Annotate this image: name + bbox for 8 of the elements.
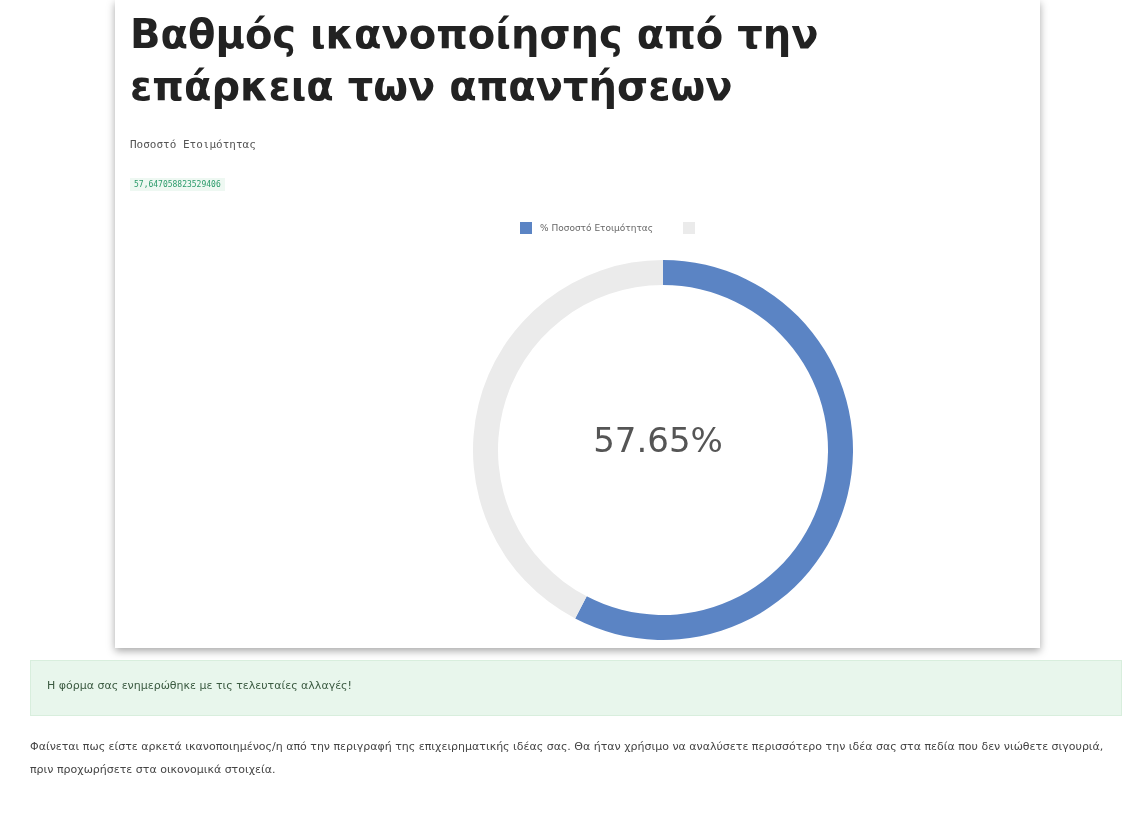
text: Η φόρμα σας ενημερώθηκε με τις τελευταίες αλλαγές!	[30, 660, 1122, 716]
chart-title: Βαθμός ικανοποίησης από την επάρκεια των απαντήσεων	[130, 10, 820, 111]
text: Φαίνεται πως είστε αρκετά ικανοποιημένος/η από την περιγραφή της επιχειρηματικής ιδέας σας. Θα ήταν χρήσιμο να αναλύσετε περισσότερο την ιδέα σας στα πεδία που δεν νιώθετε σιγουριά, πριν προχωρήσετε στα οικονομικά στοιχεία.	[30, 739, 1105, 778]
text: 57.65%	[592, 420, 724, 460]
legend-label: % Ποσοστό Ετοιμότητας	[540, 223, 654, 233]
text: Ποσοστό Ετοιμότητας	[130, 138, 256, 151]
text: 57,647058823529406	[130, 178, 225, 191]
donut-slice	[575, 260, 853, 640]
